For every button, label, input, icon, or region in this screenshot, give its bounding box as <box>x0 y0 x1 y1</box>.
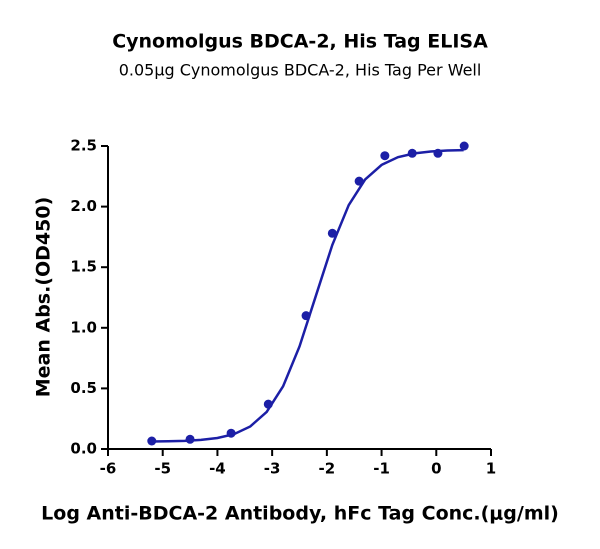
x-tick-label: -5 <box>154 460 171 478</box>
y-tick-label: 2.5 <box>70 137 97 155</box>
data-point <box>327 228 337 238</box>
y-tick-label: 1.0 <box>70 318 97 336</box>
y-tick-label: 2.0 <box>70 197 97 215</box>
y-tick-label: 0.5 <box>70 379 97 397</box>
x-tick-label: -1 <box>373 460 390 478</box>
x-tick-label: 0 <box>431 460 441 478</box>
x-tick-label: -6 <box>100 460 117 478</box>
x-tick-label: -3 <box>264 460 281 478</box>
x-tick-label: -2 <box>319 460 336 478</box>
data-point <box>226 428 236 438</box>
x-axis-label: Log Anti-BDCA-2 Antibody, hFc Tag Conc.(… <box>41 503 559 525</box>
data-point <box>354 176 364 186</box>
y-tick-label: 1.5 <box>70 258 97 276</box>
fit-curve <box>151 148 464 443</box>
data-point <box>459 141 469 151</box>
chart-subtitle: 0.05μg Cynomolgus BDCA-2, His Tag Per We… <box>119 61 482 80</box>
data-point <box>301 311 311 321</box>
data-point <box>433 148 443 158</box>
y-axis-label: Mean Abs.(OD450) <box>33 197 55 398</box>
data-point <box>185 434 195 444</box>
data-point <box>407 148 417 158</box>
y-tick-label: 0.0 <box>70 440 97 458</box>
x-tick-label: -4 <box>209 460 226 478</box>
data-point <box>147 436 157 446</box>
x-tick-label: 1 <box>486 460 496 478</box>
data-point <box>380 151 390 161</box>
data-point <box>263 399 273 409</box>
chart-title: Cynomolgus BDCA-2, His Tag ELISA <box>112 31 488 53</box>
